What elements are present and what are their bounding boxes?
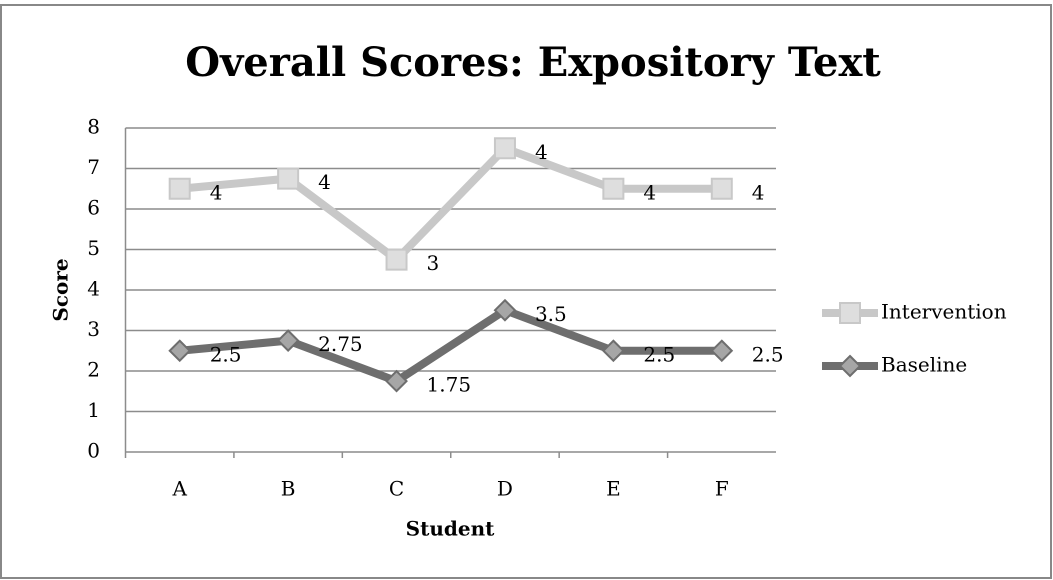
x-tick-label: D: [497, 477, 513, 501]
x-tick-label: A: [171, 477, 187, 501]
legend-label: Baseline: [881, 353, 967, 377]
data-label: 4: [643, 180, 656, 204]
chart-title: Overall Scores: Expository Text: [185, 39, 881, 86]
y-tick-label: 5: [87, 236, 100, 260]
data-point: [276, 329, 300, 353]
y-tick-label: 0: [87, 439, 100, 463]
data-point: [385, 248, 408, 271]
series-line: [179, 144, 722, 264]
y-tick-label: 3: [87, 317, 100, 341]
chart-border: [0, 4, 1052, 579]
x-tick-label: E: [606, 477, 621, 501]
data-point: [710, 339, 734, 363]
data-point: [493, 298, 517, 322]
data-label: 2.5: [752, 342, 784, 366]
data-point: [168, 177, 191, 200]
data-label: 2.5: [210, 342, 242, 366]
x-tick-label: F: [715, 477, 729, 501]
data-label: 3: [427, 251, 440, 275]
y-tick-label: 4: [87, 277, 100, 301]
y-tick-label: 8: [87, 115, 100, 139]
data-point: [602, 177, 625, 200]
series-line: [179, 306, 722, 386]
legend-label: Intervention: [881, 300, 1007, 324]
data-label: 4: [752, 180, 765, 204]
y-tick-label: 2: [87, 358, 100, 382]
y-tick-label: 1: [87, 398, 100, 422]
legend-marker: [839, 302, 861, 324]
x-tick-label: B: [281, 477, 296, 501]
data-label: 2.75: [318, 332, 363, 356]
data-point: [168, 339, 192, 363]
y-tick-label: 6: [87, 196, 100, 220]
data-point: [277, 167, 300, 190]
y-tick-label: 7: [87, 155, 100, 179]
y-axis-title: Score: [49, 258, 73, 321]
data-label: 4: [535, 140, 548, 164]
x-tick-label: C: [389, 477, 404, 501]
legend-marker: [838, 354, 862, 378]
data-point: [385, 369, 408, 393]
x-axis-title: Student: [406, 517, 495, 541]
data-label: 3.5: [535, 302, 567, 326]
data-point: [601, 339, 625, 363]
data-point: [710, 177, 733, 200]
data-label: 1.75: [427, 373, 472, 397]
data-label: 4: [318, 170, 331, 194]
data-label: 2.5: [643, 342, 675, 366]
data-point: [493, 137, 516, 160]
data-label: 4: [210, 180, 223, 204]
